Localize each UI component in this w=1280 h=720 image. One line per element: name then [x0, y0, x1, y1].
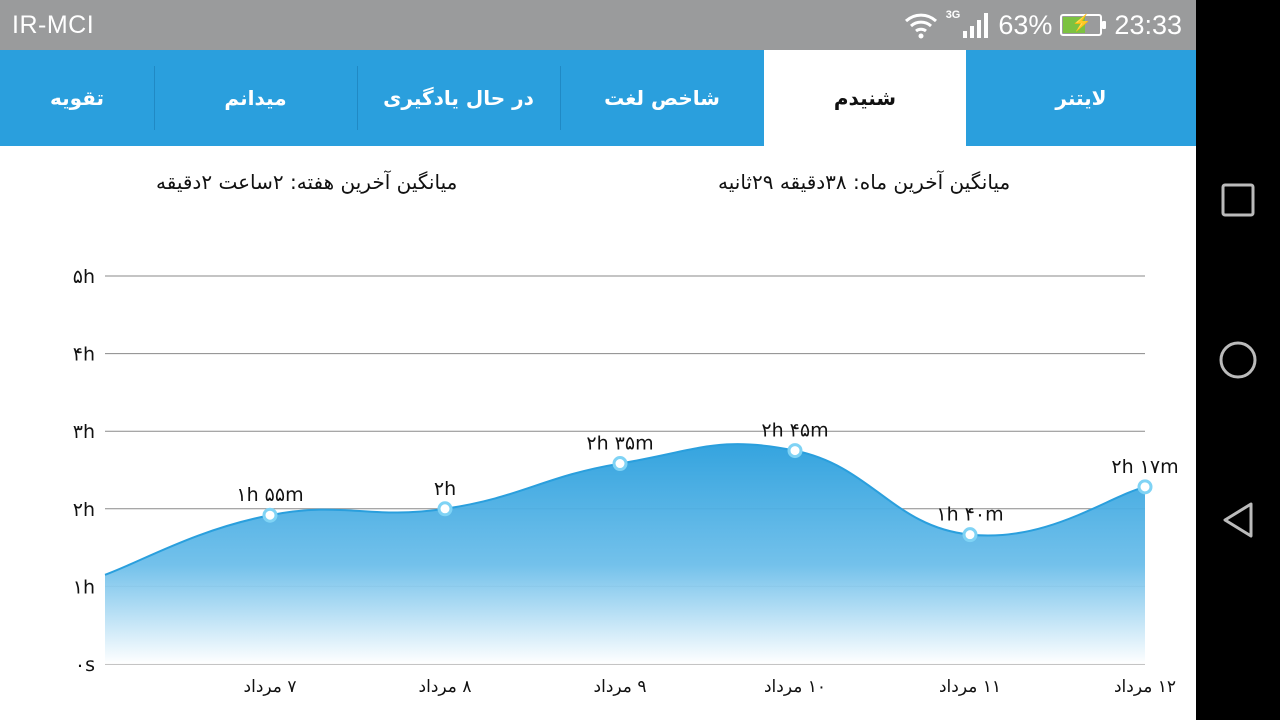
charging-bolt-icon: ⚡: [1071, 15, 1092, 32]
clock: 23:33: [1114, 9, 1182, 40]
tab-label: لایتنر: [1055, 86, 1107, 110]
battery-icon: ⚡: [1060, 14, 1107, 36]
y-tick-label: ۵h: [73, 266, 95, 288]
data-label: ۱h ۴۰m: [936, 504, 1003, 526]
area-fill: [105, 444, 1145, 664]
tab-heard[interactable]: شنیدم: [764, 50, 966, 146]
stats-panel: میانگین آخرین ماه: ۳۸دقیقه ۲۹ثانیه میانگ…: [0, 146, 1196, 720]
data-label: ۱h ۵۵m: [236, 484, 303, 506]
y-tick-label: ۳h: [73, 421, 95, 443]
data-label: ۲h ۱۷m: [1111, 456, 1178, 478]
tab-leitner[interactable]: لایتنر: [966, 50, 1196, 146]
data-point-marker: [1137, 479, 1153, 495]
study-time-chart: ۰s ۱h ۲h ۳h ۴h ۵h ۱h ۵۵m ۷ مرداد ۲h ۸ مرداد ۲h ۳۵…: [73, 266, 1179, 697]
data-point-marker: [262, 507, 278, 523]
tab-label: شاخص لغت: [604, 86, 720, 110]
tab-reinforce[interactable]: تقویه: [0, 50, 154, 146]
back-icon[interactable]: [1216, 498, 1260, 542]
tab-known[interactable]: میدانم: [154, 50, 357, 146]
x-tick-label: ۷ مرداد: [244, 677, 297, 697]
home-icon[interactable]: [1216, 338, 1260, 382]
wifi-icon: [904, 13, 937, 39]
data-point-marker: [787, 443, 803, 459]
x-tick-label: ۱۲ مرداد: [1114, 677, 1176, 697]
data-label: ۲h ۴۵m: [761, 420, 828, 442]
tab-label: میدانم: [224, 86, 287, 110]
battery-percent: 63%: [998, 9, 1053, 40]
battery-level: [1063, 17, 1086, 33]
y-tick-label: ۴h: [73, 344, 95, 366]
x-tick-label: ۱۱ مرداد: [939, 677, 1001, 697]
y-tick-label: ۰s: [75, 654, 95, 676]
data-label: ۲h: [434, 478, 456, 500]
tab-label: شنیدم: [833, 86, 897, 110]
week-average: میانگین آخرین هفته: ۲ساعت ۲دقیقه: [156, 170, 458, 194]
tab-word-index[interactable]: شاخص لغت: [560, 50, 764, 146]
tab-bar: لایتنر شنیدم شاخص لغت در حال یادگیری مید…: [0, 50, 1196, 146]
navigation-bar: [1196, 0, 1280, 720]
data-point-marker: [437, 501, 453, 517]
y-tick-label: ۱h: [73, 576, 95, 598]
recents-icon[interactable]: [1216, 178, 1260, 222]
status-icons: 3G 63% ⚡ 23:33: [904, 9, 1182, 41]
data-label: ۲h ۳۵m: [586, 433, 653, 455]
y-tick-label: ۲h: [73, 499, 95, 521]
carrier-name: IR-MCI: [12, 10, 95, 39]
x-tick-label: ۹ مرداد: [594, 677, 647, 697]
status-bar: IR-MCI 3G 63% ⚡ 23:33: [0, 0, 1196, 50]
tab-label: در حال یادگیری: [383, 86, 534, 110]
tab-learning[interactable]: در حال یادگیری: [357, 50, 560, 146]
data-point-marker: [962, 527, 978, 543]
month-average: میانگین آخرین ماه: ۳۸دقیقه ۲۹ثانیه: [718, 170, 1011, 194]
signal-icon: [963, 13, 989, 38]
x-tick-label: ۱۰ مرداد: [764, 677, 826, 697]
network-type: 3G: [945, 9, 961, 21]
x-tick-label: ۸ مرداد: [419, 677, 472, 697]
data-point-marker: [612, 456, 628, 472]
tab-label: تقویه: [49, 86, 105, 110]
